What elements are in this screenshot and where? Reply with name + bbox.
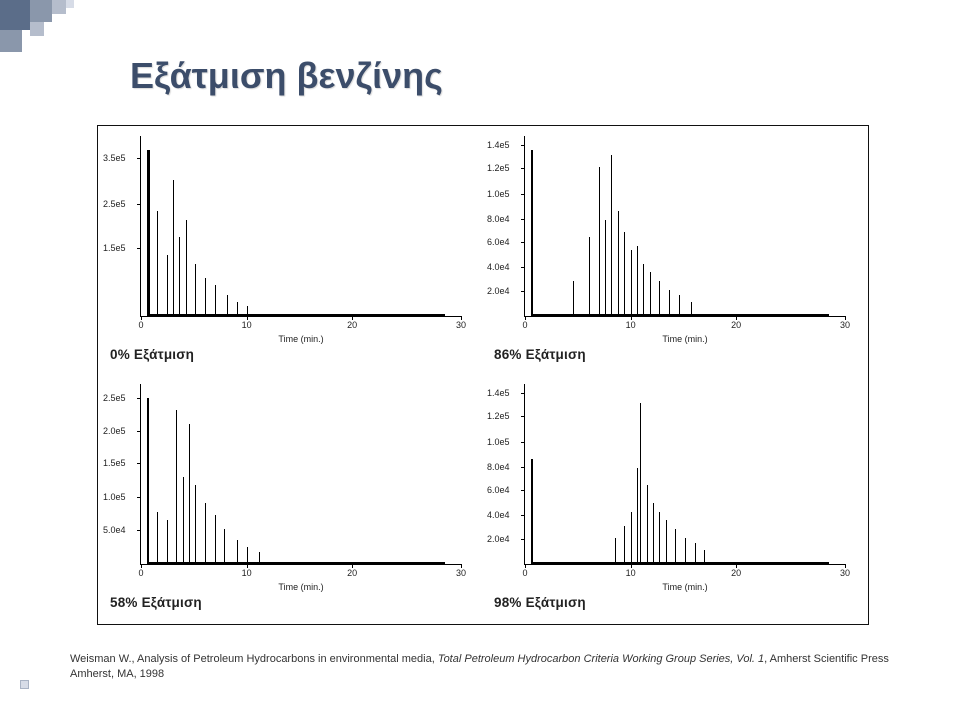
x-axis-label: Time (min.) [525, 582, 845, 592]
chart-0pct: 3.5e5 2.5e5 1.5e5 0 10 20 30 Time (min.) 0% Εξάτ… [106, 136, 476, 361]
y-tick-label: 1.0e5 [487, 437, 510, 447]
citation-italic: Total Petroleum Hydrocarbon Criteria Wor… [438, 653, 764, 665]
x-tick-label: 0 [138, 568, 143, 578]
chart-caption: 98% Εξάτμιση [494, 595, 860, 610]
x-tick-label: 20 [731, 320, 741, 330]
x-tick-label: 0 [138, 320, 143, 330]
y-tick-label: 1.0e5 [487, 189, 510, 199]
y-tick-label: 8.0e4 [487, 214, 510, 224]
x-tick-label: 10 [242, 568, 252, 578]
chromatogram-panel: 3.5e5 2.5e5 1.5e5 0 10 20 30 Time (min.) 0% Εξάτ… [97, 125, 869, 625]
y-tick-label: 4.0e4 [487, 510, 510, 520]
y-tick-label: 1.5e5 [103, 458, 126, 468]
x-tick-label: 0 [522, 320, 527, 330]
y-tick-label: 1.4e5 [487, 140, 510, 150]
slide-title: Εξάτμιση βενζίνης [130, 55, 443, 97]
citation-pre: Weisman W., Analysis of Petroleum Hydroc… [70, 653, 438, 665]
x-tick-label: 20 [731, 568, 741, 578]
y-tick-label: 6.0e4 [487, 237, 510, 247]
y-tick-label: 6.0e4 [487, 485, 510, 495]
x-axis-label: Time (min.) [141, 582, 461, 592]
citation-text: Weisman W., Analysis of Petroleum Hydroc… [70, 652, 890, 682]
y-tick-label: 4.0e4 [487, 262, 510, 272]
chart-caption: 58% Εξάτμιση [110, 595, 476, 610]
y-tick-label: 8.0e4 [487, 462, 510, 472]
x-axis-label: Time (min.) [141, 334, 461, 344]
x-tick-label: 10 [626, 568, 636, 578]
y-tick-label: 5.0e4 [103, 525, 126, 535]
y-tick-label: 2.0e4 [487, 286, 510, 296]
x-tick-label: 30 [840, 320, 850, 330]
x-tick-label: 30 [840, 568, 850, 578]
y-tick-label: 1.2e5 [487, 411, 510, 421]
x-tick-label: 30 [456, 568, 466, 578]
y-tick-label: 2.5e5 [103, 393, 126, 403]
x-axis-label: Time (min.) [525, 334, 845, 344]
x-tick-label: 30 [456, 320, 466, 330]
chart-86pct: 1.4e5 1.2e5 1.0e5 8.0e4 6.0e4 4.0e4 2.0e4 0 10 20… [490, 136, 860, 361]
x-tick-label: 20 [347, 568, 357, 578]
chart-98pct: 1.4e5 1.2e5 1.0e5 8.0e4 6.0e4 4.0e4 2.0e4 0 10 20… [490, 384, 860, 609]
y-tick-label: 1.4e5 [487, 388, 510, 398]
x-tick-label: 20 [347, 320, 357, 330]
x-tick-label: 10 [242, 320, 252, 330]
x-tick-label: 10 [626, 320, 636, 330]
y-tick-label: 2.0e5 [103, 426, 126, 436]
y-tick-label: 3.5e5 [103, 153, 126, 163]
chart-caption: 0% Εξάτμιση [110, 347, 476, 362]
bullet-marker [20, 680, 29, 689]
x-tick-label: 0 [522, 568, 527, 578]
y-tick-label: 2.0e4 [487, 534, 510, 544]
y-tick-label: 1.0e5 [103, 492, 126, 502]
chart-caption: 86% Εξάτμιση [494, 347, 860, 362]
slide-root: Εξάτμιση βενζίνης 3.5e5 2.5e5 1.5e5 0 10 20 30… [0, 0, 960, 717]
y-tick-label: 1.2e5 [487, 163, 510, 173]
y-tick-label: 1.5e5 [103, 243, 126, 253]
y-tick-label: 2.5e5 [103, 199, 126, 209]
chart-58pct: 2.5e5 2.0e5 1.5e5 1.0e5 5.0e4 0 10 20 30 Time (mi… [106, 384, 476, 609]
